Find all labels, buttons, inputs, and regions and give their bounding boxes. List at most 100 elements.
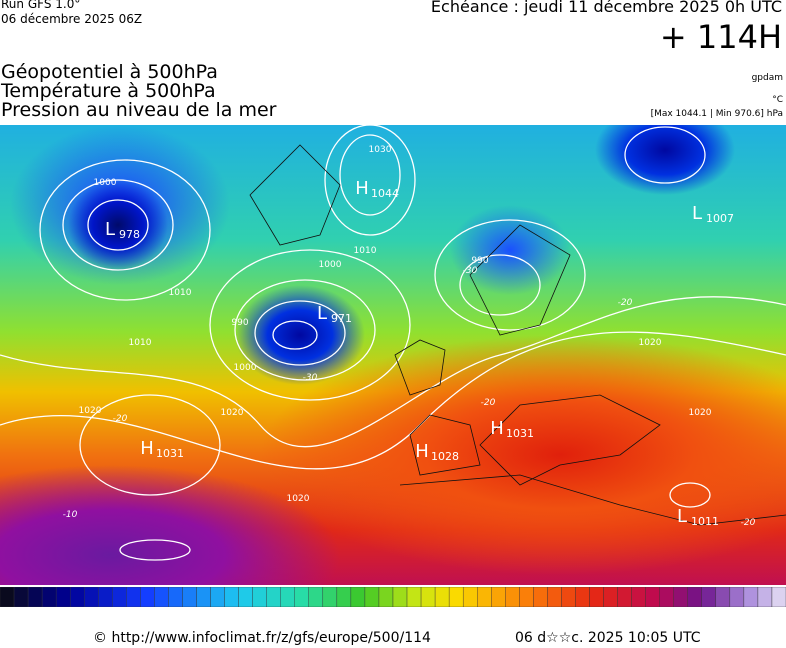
- center-value: 1031: [506, 427, 534, 440]
- field-label: Pression au niveau de la mer: [1, 99, 277, 121]
- colorbar-tick-label: 548: [365, 612, 392, 628]
- colorbar-swatch: [771, 587, 786, 607]
- colorbar-swatch: [533, 587, 548, 607]
- colorbar-swatch: [55, 587, 71, 607]
- isobar-label: 1020: [79, 406, 102, 416]
- colorbar-swatch: [505, 587, 520, 607]
- colorbar-tick-label: 588: [645, 612, 672, 628]
- isobar-label: 1000: [94, 178, 117, 188]
- valid-time: Echéance : jeudi 11 décembre 2025 0h UTC: [430, 0, 782, 16]
- colorbar-swatch: [210, 587, 225, 607]
- unit-label: gpdam: [751, 73, 783, 83]
- field-label: Géopotentiel à 500hPa: [1, 61, 218, 83]
- isobar-label: 1020: [221, 408, 244, 418]
- center-value: 971: [331, 312, 352, 325]
- colorbar-swatch: [477, 587, 492, 607]
- colorbar-swatch: [182, 587, 197, 607]
- colorbar-swatch: [98, 587, 113, 607]
- center-letter: H: [415, 441, 429, 462]
- isobar-label: 1010: [169, 288, 192, 298]
- temperature-label: -20: [741, 518, 756, 528]
- center-letter: H: [355, 178, 369, 199]
- colorbar-swatch: [294, 587, 309, 607]
- isobar-label: 1010: [129, 338, 152, 348]
- colorbar-swatch: [673, 587, 688, 607]
- unit-label: °C: [772, 95, 783, 105]
- colorbar-swatch: [701, 587, 717, 607]
- isobar-label: 990: [471, 256, 488, 266]
- center-value: 978: [119, 228, 140, 241]
- colorbar-swatch: [715, 587, 731, 607]
- colorbar-swatch: [575, 587, 590, 607]
- colorbar-swatch: [519, 587, 534, 607]
- colorbar-swatch: [378, 587, 394, 607]
- colorbar-swatch: [238, 587, 253, 607]
- center-value: 1011: [691, 515, 719, 528]
- colorbar-swatch: [729, 587, 745, 607]
- colorbar-swatch: [350, 587, 366, 607]
- temperature-label: -10: [63, 510, 78, 520]
- center-letter: L: [692, 203, 702, 224]
- colorbar-tick-label: 500: [30, 612, 57, 628]
- colorbar-swatch: [589, 587, 604, 607]
- colorbar-swatch: [266, 587, 281, 607]
- colorbar-swatch: [112, 587, 127, 607]
- colorbar-swatch: [13, 587, 29, 607]
- temperature-label: -20: [481, 398, 496, 408]
- temperature-label: -30: [463, 266, 478, 276]
- colorbar-swatch: [547, 587, 562, 607]
- colorbar-swatch: [336, 587, 352, 607]
- colorbar-swatch: [687, 587, 702, 607]
- colorbar-swatch: [280, 587, 295, 607]
- colorbar-tick-label: 596: [701, 612, 728, 628]
- colorbar-swatch: [617, 587, 632, 607]
- colorbar-tick-label: 572: [533, 612, 560, 628]
- center-letter: L: [317, 303, 327, 324]
- colorbar-ticks: 500 508 516 524 532 540 548 556 564 572 580 588 596 6…: [30, 612, 784, 628]
- center-letter: L: [105, 219, 115, 240]
- unit-label: [Max 1044.1 | Min 970.6] hPa: [650, 109, 783, 119]
- colorbar-swatch: [434, 587, 450, 607]
- isobar-label: 1000: [234, 363, 257, 373]
- colorbar-tick-label: 580: [589, 612, 616, 628]
- center-letter: L: [677, 506, 687, 527]
- temperature-label: -30: [303, 373, 318, 383]
- isobars: [0, 125, 786, 561]
- weather-map: H 1044 L 978 L 971 H 1031 H 1028 H 1031 L 1007 L 1011 10…: [0, 125, 786, 585]
- colorbar-swatch: [0, 587, 15, 607]
- colorbar-swatch: [126, 587, 141, 607]
- center-value: 1044: [371, 187, 399, 200]
- run-date: 06 décembre 2025 06Z: [1, 12, 143, 26]
- colorbar-swatch: [224, 587, 239, 607]
- colorbar-swatch: [491, 587, 506, 607]
- generated-time: 06 d☆☆c. 2025 10:05 UTC: [515, 630, 701, 646]
- colorbar-swatch: [406, 587, 422, 607]
- source: © http://www.infoclimat.fr/z/gfs/europe/…: [93, 630, 431, 646]
- colorbar-swatch: [308, 587, 324, 607]
- coastlines: [249, 144, 786, 526]
- colorbar-swatch: [659, 587, 674, 607]
- colorbar-swatch: [448, 587, 464, 607]
- colorbar-swatch: [603, 587, 618, 607]
- colorbar-tick-label: 556: [421, 612, 448, 628]
- colorbar-swatch: [154, 587, 169, 607]
- colorbar-tick-label: 532: [253, 612, 280, 628]
- colorbar-tick-label: 508: [86, 612, 113, 628]
- center-letter: H: [140, 438, 154, 459]
- colorbar-swatch: [743, 587, 759, 607]
- temperature-label: -20: [618, 298, 633, 308]
- colorbar-swatch: [84, 587, 99, 607]
- lead-time: + 114H: [659, 18, 782, 56]
- colorbar-tick-label: 524: [197, 612, 224, 628]
- center-letter: H: [490, 418, 504, 439]
- colorbar-swatch: [168, 587, 183, 607]
- field-label: Température à 500hPa: [1, 80, 216, 102]
- isobar-label: 1010: [354, 246, 377, 256]
- isobar-label: 1000: [319, 260, 342, 270]
- colorbar-swatch: [27, 587, 43, 607]
- isobar-label: 1020: [639, 338, 662, 348]
- isobar-label: 990: [231, 318, 248, 328]
- colorbar-swatch: [196, 587, 211, 607]
